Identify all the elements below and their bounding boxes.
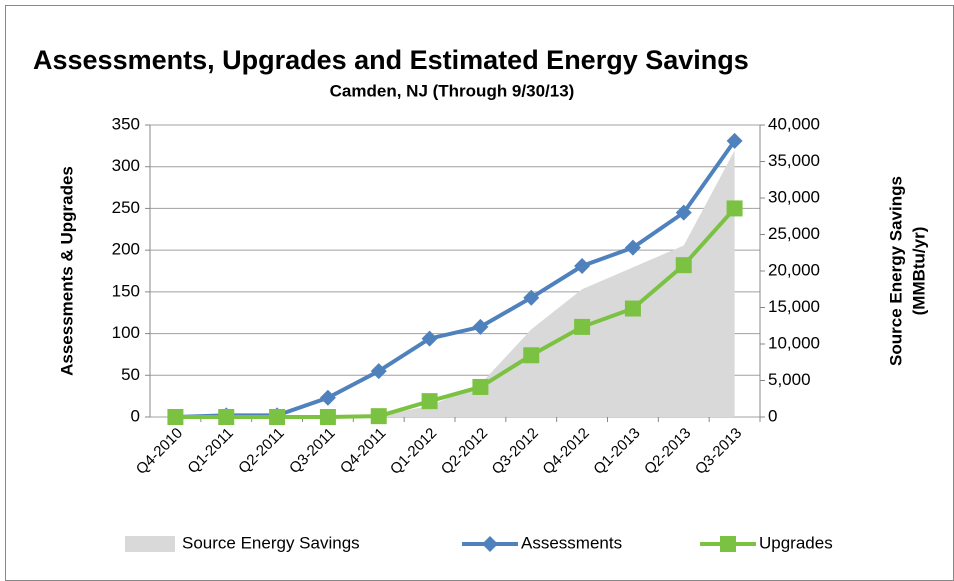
y-tick-label: 300 (112, 156, 140, 175)
legend-marker (720, 536, 736, 552)
marker (472, 318, 489, 335)
marker (370, 363, 387, 380)
y-tick-label: 250 (112, 198, 140, 217)
marker (726, 132, 743, 149)
y-tick-label: 100 (112, 323, 140, 342)
legend-label: Assessments (521, 533, 622, 552)
legend-label: Source Energy Savings (182, 533, 360, 552)
y2-tick-label: 15,000 (768, 297, 820, 316)
marker (167, 409, 184, 425)
marker (421, 330, 438, 347)
y-tick-label: 200 (112, 240, 140, 259)
marker (319, 389, 336, 406)
marker (574, 318, 591, 335)
marker (624, 300, 641, 317)
y-tick-label: 150 (112, 281, 140, 300)
marker (269, 409, 286, 425)
chart-frame (5, 5, 954, 581)
y-tick-label: 0 (131, 406, 140, 425)
legend-label: Upgrades (759, 533, 833, 552)
marker (726, 200, 743, 217)
legend-swatch (125, 536, 175, 552)
y2-tick-label: 25,000 (768, 224, 820, 243)
y2-tick-label: 5,000 (768, 370, 811, 389)
marker (675, 204, 692, 221)
marker (675, 257, 692, 274)
y-tick-label: 350 (112, 114, 140, 133)
marker (319, 409, 336, 425)
y-axis-label: Assessments & Upgrades (57, 166, 76, 376)
y2-tick-label: 40,000 (768, 114, 820, 133)
y2-tick-label: 20,000 (768, 260, 820, 279)
marker (421, 393, 438, 410)
area (175, 150, 735, 418)
legend-marker (482, 536, 498, 552)
y2-axis-label: (MMBtu/yr) (909, 227, 928, 316)
marker (523, 347, 540, 364)
y-tick-label: 50 (121, 365, 140, 384)
marker (370, 408, 387, 425)
y2-tick-label: 30,000 (768, 187, 820, 206)
marker (574, 257, 591, 274)
y2-tick-label: 0 (768, 406, 777, 425)
y2-tick-label: 10,000 (768, 333, 820, 352)
marker (218, 409, 235, 425)
y2-axis-label: Source Energy Savings (886, 176, 905, 366)
marker (523, 289, 540, 306)
y2-tick-label: 35,000 (768, 151, 820, 170)
chart-title: Assessments, Upgrades and Estimated Ener… (33, 45, 749, 75)
line (175, 207, 737, 419)
marker (472, 378, 489, 395)
chart-subtitle: Camden, NJ (Through 9/30/13) (330, 81, 575, 100)
marker (624, 239, 641, 256)
